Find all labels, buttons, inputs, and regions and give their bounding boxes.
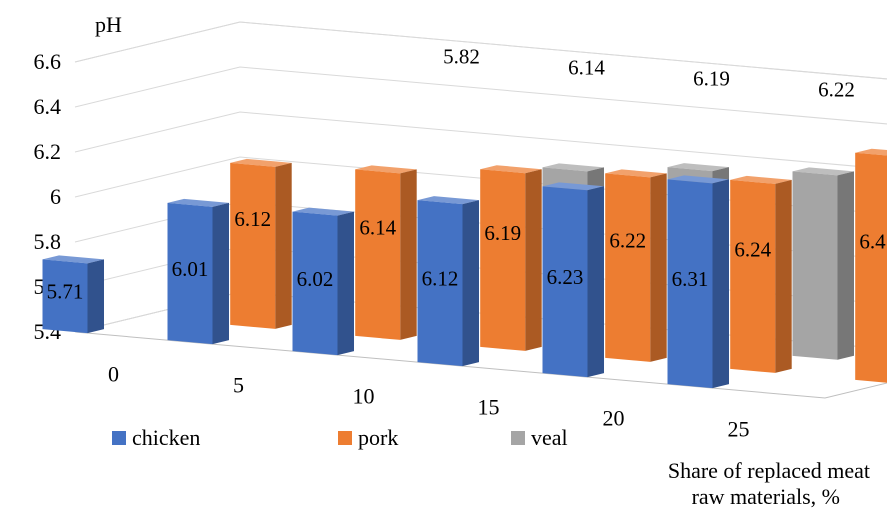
bar-face (355, 169, 400, 340)
legend-item-chicken: chicken (112, 425, 200, 450)
bar-face (480, 169, 525, 351)
y-tick-label-3: 6 (50, 184, 61, 209)
data-label-veal-10: 6.19 (693, 66, 730, 90)
data-label-pork-15: 6.22 (609, 229, 646, 253)
legend-label: chicken (132, 425, 200, 450)
x-axis-ticks: 0 5 10 15 20 25 (108, 362, 750, 442)
bar-side (463, 200, 480, 366)
y-axis-label: pH (95, 12, 122, 37)
legend-label: veal (531, 425, 568, 450)
bar-face (855, 153, 887, 384)
bar-side (88, 259, 105, 333)
data-label-veal-5: 6.14 (568, 55, 605, 79)
legend-swatch (112, 431, 126, 445)
bar-side (400, 169, 417, 340)
bar-side (588, 186, 605, 377)
x-tick-label-2: 10 (353, 384, 375, 409)
bar-pork-15 (605, 169, 667, 362)
bar-pork-20 (730, 176, 792, 373)
x-axis-label-line-2: raw materials, % (692, 484, 840, 509)
bar-side (213, 203, 230, 344)
data-label-chicken-15: 6.12 (422, 267, 459, 291)
gridline-4 (75, 112, 887, 178)
x-tick-label-0: 0 (108, 362, 119, 387)
bar-pork-0 (230, 159, 292, 329)
x-tick-label-4: 20 (603, 406, 625, 431)
legend-item-veal: veal (511, 425, 568, 450)
bar-side (338, 212, 355, 356)
data-label-pork-0: 6.12 (234, 207, 271, 231)
bar-side (775, 180, 792, 373)
bar-face (605, 173, 650, 362)
data-label-pork-10: 6.19 (484, 221, 521, 245)
data-label-chicken-25: 6.31 (672, 267, 709, 291)
bar-face (793, 171, 838, 359)
bar-face (230, 163, 275, 329)
bar-side (713, 179, 730, 388)
data-label-chicken-0: 5.71 (47, 280, 84, 304)
bar-pork-5 (355, 165, 417, 340)
data-label-veal-0: 5.82 (443, 44, 480, 68)
data-label-chicken-20: 6.23 (547, 265, 584, 289)
data-label-pork-5: 6.14 (359, 216, 396, 240)
x-tick-label-3: 15 (478, 395, 500, 420)
data-label-pork-20: 6.24 (734, 237, 771, 261)
x-tick-label-5: 25 (728, 417, 750, 442)
data-label-chicken-10: 6.02 (297, 267, 334, 291)
x-axis-label-line-1: Share of replaced meat (668, 458, 870, 483)
bar-side (838, 171, 855, 359)
bar-pork-10 (480, 165, 542, 351)
x-tick-label-1: 5 (233, 373, 244, 398)
gridline-5 (75, 67, 887, 133)
data-label-veal-15: 6.22 (818, 77, 855, 101)
legend: chicken pork veal (112, 425, 568, 450)
data-label-pork-25: 6.41 (859, 229, 887, 253)
y-tick-label-6: 6.6 (34, 49, 62, 74)
bar-pork-25 (855, 149, 887, 384)
y-tick-label-4: 6.2 (34, 139, 62, 164)
bar-group: 5.82 6.14 6.19 6.22 6.31 6.41 6.12 6.14 6.19 6.22… (43, 44, 887, 388)
legend-label: pork (358, 425, 398, 450)
legend-item-pork: pork (338, 425, 398, 450)
bar-side (650, 173, 667, 362)
y-tick-label-5: 6.4 (34, 94, 62, 119)
legend-swatch (511, 431, 525, 445)
data-label-chicken-5: 6.01 (172, 257, 209, 281)
bar-side (525, 169, 542, 351)
bar-side (275, 163, 292, 329)
bar-veal-15 (793, 167, 855, 359)
y-tick-label-2: 5.8 (34, 229, 62, 254)
legend-swatch (338, 431, 352, 445)
gridline-6 (75, 22, 887, 88)
bar-face (730, 180, 775, 373)
